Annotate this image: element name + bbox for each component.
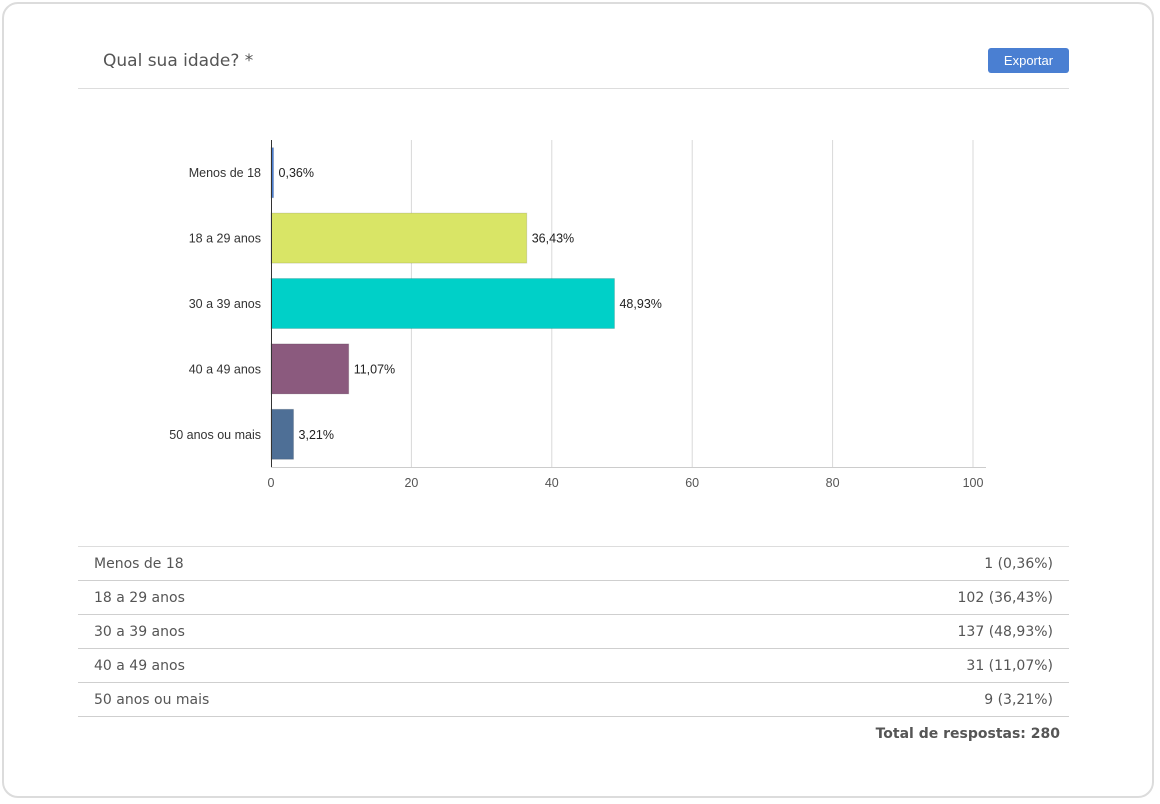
category-label: 30 a 39 anos	[189, 297, 261, 311]
tick-label: 20	[404, 476, 418, 490]
data-label: 3,21%	[299, 428, 334, 442]
row-label: 30 a 39 anos	[94, 624, 185, 640]
tick-label: 80	[826, 476, 840, 490]
tick-label: 0	[268, 476, 275, 490]
row-value: 137 (48,93%)	[957, 624, 1053, 640]
row-value: 9 (3,21%)	[984, 692, 1053, 708]
row-value: 102 (36,43%)	[957, 590, 1053, 606]
row-label: 50 anos ou mais	[94, 692, 210, 708]
row-value: 31 (11,07%)	[966, 658, 1053, 674]
table-row: Menos de 18 1 (0,36%)	[78, 547, 1069, 581]
row-label: 18 a 29 anos	[94, 590, 185, 606]
row-label: 40 a 49 anos	[94, 658, 185, 674]
data-label: 36,43%	[532, 232, 574, 246]
bar-chart: Menos de 18 0,36% 18 a 29 anos 36,43% 30 a 3…	[169, 140, 986, 490]
tick-label: 40	[545, 476, 559, 490]
category-label: 40 a 49 anos	[189, 362, 261, 376]
export-button[interactable]: Exportar	[988, 48, 1069, 73]
row-label: Menos de 18	[94, 556, 184, 572]
bar	[270, 278, 615, 329]
table-row: 18 a 29 anos 102 (36,43%)	[78, 581, 1069, 615]
bar	[270, 408, 295, 460]
category-label: Menos de 18	[189, 166, 261, 180]
bar	[270, 343, 350, 395]
results-table: Menos de 18 1 (0,36%) 18 a 29 anos 102 (…	[78, 546, 1069, 717]
data-label: 11,07%	[354, 362, 395, 376]
question-title: Qual sua idade? *	[103, 51, 254, 71]
row-value: 1 (0,36%)	[984, 556, 1053, 572]
category-label: 50 anos ou mais	[169, 428, 261, 442]
data-label: 48,93%	[619, 297, 661, 311]
table-row: 30 a 39 anos 137 (48,93%)	[78, 615, 1069, 649]
bar	[270, 212, 528, 264]
table-row: 40 a 49 anos 31 (11,07%)	[78, 649, 1069, 683]
data-label: 0,36%	[279, 166, 314, 180]
tick-label: 100	[963, 476, 984, 490]
question-header: Qual sua idade? * Exportar	[78, 40, 1069, 89]
tick-label: 60	[685, 476, 699, 490]
table-row: 50 anos ou mais 9 (3,21%)	[78, 683, 1069, 717]
category-label: 18 a 29 anos	[189, 232, 261, 246]
total-responses: Total de respostas: 280	[875, 726, 1060, 742]
